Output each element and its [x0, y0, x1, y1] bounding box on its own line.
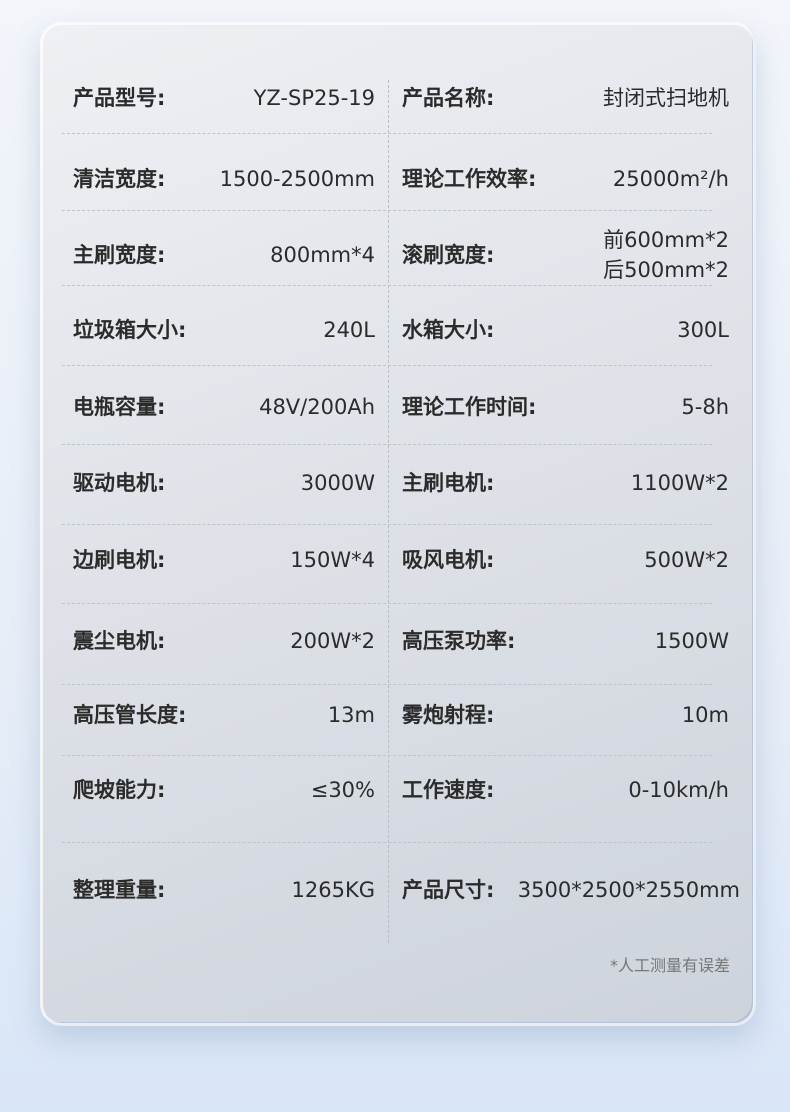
spec-value: 200W*2 [290, 629, 375, 653]
spec-value: 1100W*2 [630, 471, 729, 495]
spec-label: 高压泵功率: [402, 629, 516, 653]
row-divider [62, 444, 712, 445]
spec-value: 前600mm*2 后500mm*2 [603, 228, 729, 282]
spec-value: 25000m²/h [612, 167, 729, 191]
spec-label: 水箱大小: [402, 318, 495, 342]
spec-value: 48V/200Ah [259, 395, 375, 419]
row-divider [62, 603, 712, 604]
spec-label: 工作速度: [402, 778, 495, 802]
spec-value: 5-8h [681, 395, 729, 419]
spec-label: 主刷电机: [402, 471, 495, 495]
row-divider [62, 684, 712, 685]
spec-label: 电瓶容量: [73, 395, 166, 419]
row-divider [62, 133, 712, 134]
row-divider [62, 755, 712, 756]
spec-label: 清洁宽度: [73, 167, 166, 191]
spec-value: 10m [681, 703, 729, 727]
spec-value: 800mm*4 [270, 243, 375, 267]
spec-label: 主刷宽度: [73, 243, 166, 267]
spec-label: 驱动电机: [73, 471, 166, 495]
spec-label: 产品型号: [73, 86, 166, 110]
spec-label: 吸风电机: [402, 548, 495, 572]
spec-label: 震尘电机: [73, 629, 166, 653]
spec-value: 1500W [654, 629, 729, 653]
spec-value: 500W*2 [644, 548, 729, 572]
spec-value: 0-10km/h [628, 778, 729, 802]
row-divider [62, 842, 712, 843]
spec-label: 边刷电机: [73, 548, 166, 572]
row-divider [62, 210, 712, 211]
spec-value: 1500-2500mm [219, 167, 375, 191]
column-divider [388, 80, 389, 943]
spec-label: 爬坡能力: [73, 778, 166, 802]
spec-value: 150W*4 [290, 548, 375, 572]
footnote: *人工测量有误差 [609, 956, 730, 975]
spec-value: 3500*2500*2550mm [517, 878, 740, 902]
row-divider [62, 365, 712, 366]
spec-value: 3000W [300, 471, 375, 495]
spec-value: ≤30% [310, 778, 375, 802]
row-divider [62, 285, 712, 286]
spec-value: 封闭式扫地机 [603, 86, 729, 110]
spec-label: 理论工作时间: [402, 395, 537, 419]
spec-label: 滚刷宽度: [402, 243, 495, 267]
spec-label: 理论工作效率: [402, 167, 537, 191]
spec-value: 240L [323, 318, 375, 342]
spec-value: 300L [677, 318, 729, 342]
spec-value: 13m [327, 703, 375, 727]
spec-label: 雾炮射程: [402, 703, 495, 727]
spec-label: 产品名称: [402, 86, 495, 110]
spec-value: YZ-SP25-19 [253, 86, 375, 110]
spec-label: 产品尺寸: [402, 878, 495, 902]
spec-label: 高压管长度: [73, 703, 187, 727]
spec-label: 垃圾箱大小: [73, 318, 187, 342]
row-divider [62, 524, 712, 525]
spec-label: 整理重量: [73, 878, 166, 902]
spec-value: 1265KG [291, 878, 376, 902]
